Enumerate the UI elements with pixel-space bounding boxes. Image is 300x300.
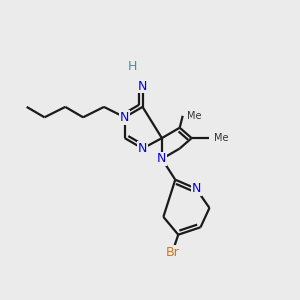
Text: Br: Br [165, 246, 179, 259]
Text: N: N [138, 142, 147, 155]
Text: Me: Me [214, 133, 228, 143]
Text: H: H [128, 60, 137, 73]
Text: N: N [157, 152, 167, 165]
Text: N: N [138, 80, 147, 93]
Text: N: N [191, 182, 201, 195]
Text: N: N [120, 111, 129, 124]
Text: Me: Me [187, 111, 202, 121]
